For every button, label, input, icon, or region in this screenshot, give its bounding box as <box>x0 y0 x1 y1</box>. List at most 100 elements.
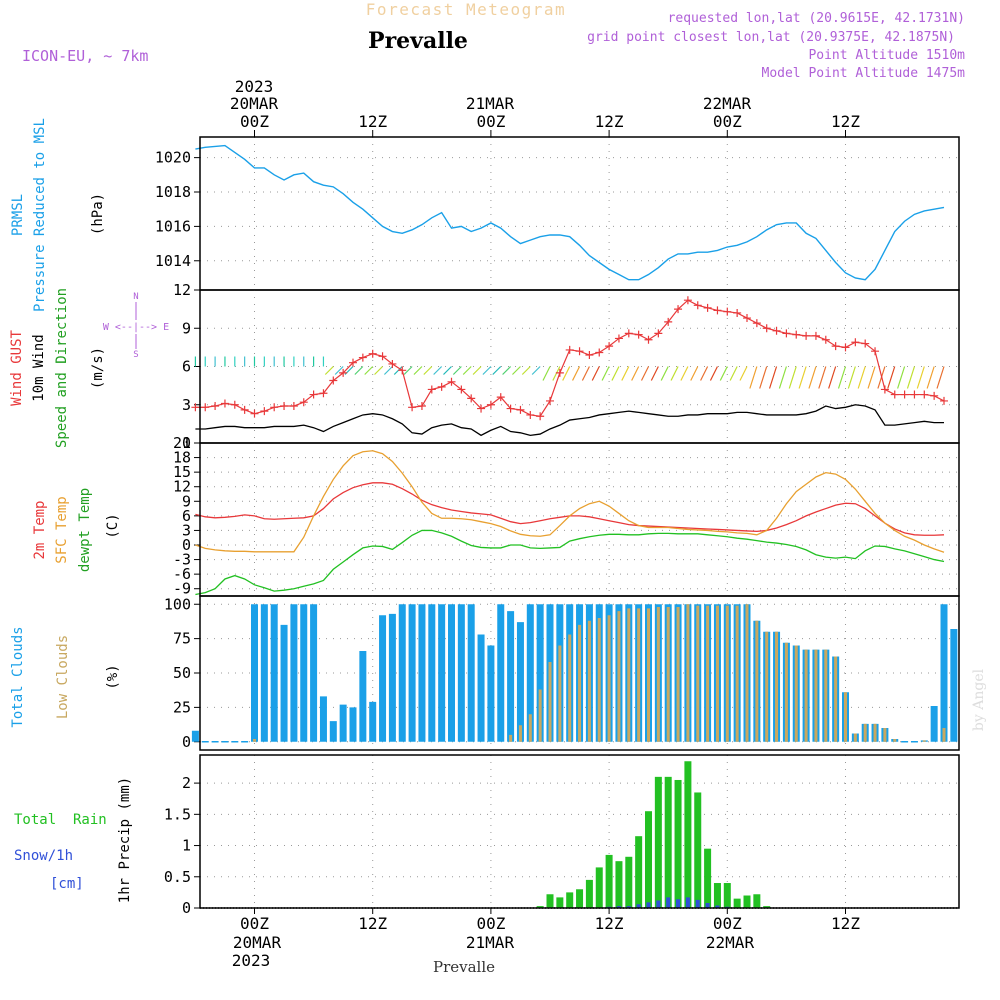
total-cloud-bar <box>270 604 278 742</box>
top-date-2: 21MAR <box>466 94 515 113</box>
y-tick-label: 1016 <box>155 217 191 235</box>
wind-arrow <box>452 366 462 375</box>
rain-bar <box>536 906 544 908</box>
total-cloud-bar <box>418 604 426 742</box>
total-cloud-bar <box>467 604 475 742</box>
total-cloud-bar <box>280 624 288 742</box>
wind-arrow <box>383 366 393 375</box>
low-cloud-bar <box>509 734 513 742</box>
label-ms: (m/s) <box>90 347 106 389</box>
low-cloud-bar <box>735 605 739 742</box>
gust-point <box>664 317 673 326</box>
low-cloud-bar <box>538 689 542 742</box>
low-cloud-bar <box>863 723 867 742</box>
total-cloud-bar <box>191 730 199 742</box>
wind-arrow <box>867 366 876 389</box>
gust-point <box>624 329 633 338</box>
top-year: 2023 <box>235 77 274 96</box>
y-tick-label: 21 <box>173 434 191 452</box>
rain-bar <box>556 897 564 908</box>
snow-bar <box>695 899 700 908</box>
wind-arrow <box>482 366 492 375</box>
label-wind-10m: 10m Wind <box>31 334 47 401</box>
wind-arrow <box>324 366 334 375</box>
top-time-tick: 12Z <box>831 112 860 131</box>
top-date-3: 22MAR <box>703 94 752 113</box>
bottom-time-tick: 12Z <box>831 914 860 933</box>
wind-arrow <box>433 366 443 375</box>
y-tick-label: 0.5 <box>164 868 191 886</box>
gust-point <box>880 385 889 394</box>
total-cloud-bar <box>300 604 308 742</box>
total-cloud-bar <box>477 634 485 742</box>
snow-bar <box>656 900 661 908</box>
label-pct: (%) <box>105 664 121 689</box>
label-total-rain: Total Rain <box>14 812 107 828</box>
top-time-tick: 12Z <box>595 112 624 131</box>
rain-bar <box>546 894 554 908</box>
station-title: Prevalle <box>368 28 468 54</box>
snow-bar <box>715 905 720 908</box>
total-cloud-bar <box>290 604 298 742</box>
snow-bar <box>685 897 690 908</box>
wind-arrow <box>660 366 669 381</box>
gust-point <box>230 400 239 409</box>
wind-arrow <box>531 366 541 375</box>
pressure-frame <box>199 136 960 291</box>
low-cloud-bar <box>794 645 798 742</box>
gust-point <box>388 359 397 368</box>
wind-arrow <box>472 366 482 375</box>
gust-point <box>270 403 279 412</box>
wind-arrow <box>403 366 413 375</box>
total-cloud-bar <box>408 604 416 742</box>
gust-point <box>871 347 880 356</box>
snow-bar <box>616 906 621 908</box>
wind-arrow <box>364 366 374 375</box>
top-time-tick: 00Z <box>240 112 269 131</box>
gust-point <box>634 330 643 339</box>
bottom-date-1: 20MAR <box>233 933 282 952</box>
rain-bar <box>645 811 652 908</box>
rain-bar <box>743 895 751 908</box>
wind-arrow <box>916 366 925 389</box>
wind-arrow <box>462 366 472 375</box>
bottom-time-tick: 12Z <box>358 914 387 933</box>
label-dewpt-temp: dewpt Temp <box>77 488 93 572</box>
snow-bar <box>636 904 641 908</box>
gust-point <box>280 402 289 411</box>
low-cloud-bar <box>656 607 660 742</box>
low-cloud-bar <box>893 739 897 742</box>
gust-point <box>605 342 614 351</box>
total-cloud-bar <box>487 645 495 742</box>
sfc-temp-line <box>195 450 945 553</box>
gust-line <box>195 299 945 417</box>
wind-arrow <box>857 366 866 389</box>
low-cloud-bar <box>528 714 532 742</box>
total-cloud-bar <box>448 604 455 742</box>
total-cloud-bar <box>516 622 524 742</box>
total-cloud-bar <box>329 721 337 742</box>
wind-arrow <box>729 366 738 381</box>
gust-point <box>250 409 259 418</box>
gust-point <box>733 308 742 317</box>
wind-arrow <box>798 366 807 389</box>
gust-point <box>319 389 328 398</box>
wind-arrow <box>502 366 512 375</box>
gust-point <box>614 334 623 343</box>
low-cloud-bar <box>578 624 582 742</box>
wind-arrow <box>581 366 590 381</box>
low-cloud-bar <box>706 605 710 742</box>
rain-bar <box>733 898 741 908</box>
low-cloud-bar <box>548 662 552 742</box>
gust-point <box>890 390 899 399</box>
rain-bar <box>763 906 771 908</box>
snow-bar <box>626 906 631 908</box>
label-2m-temp: 2m Temp <box>32 500 48 559</box>
total-cloud-bar <box>339 704 347 742</box>
gust-point <box>447 377 456 386</box>
y-tick-label: 0 <box>182 536 191 554</box>
wind-arrow <box>562 366 571 381</box>
low-cloud-bar <box>844 692 847 742</box>
y-tick-label: 12 <box>173 281 191 299</box>
